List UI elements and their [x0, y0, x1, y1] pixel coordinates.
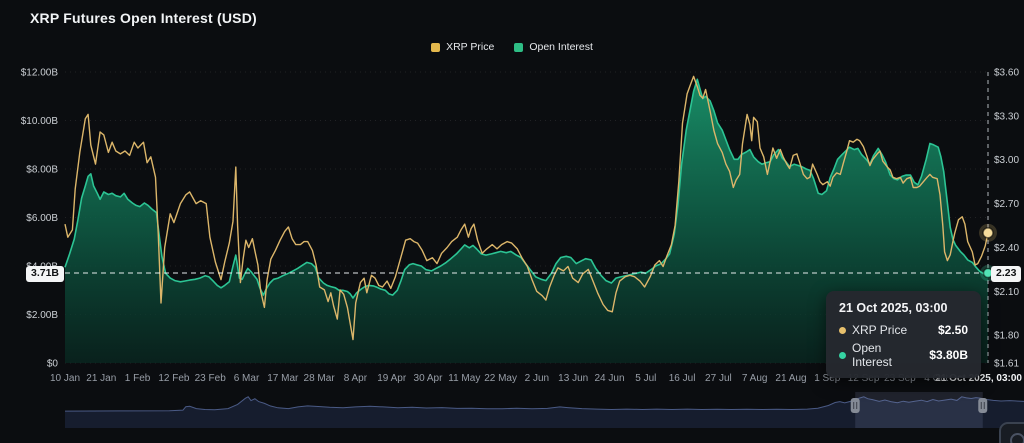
x-axis-label: 17 Mar: [267, 373, 299, 384]
legend-item-xrp-price[interactable]: XRP Price: [431, 41, 494, 53]
navigator-handle-grip[interactable]: [978, 398, 988, 413]
right-axis-label: $2.70: [994, 199, 1019, 210]
x-axis-label: 1 Sep: [814, 373, 841, 384]
right-axis-label: $3.60: [994, 68, 1019, 79]
x-axis-label: 23 Sep: [884, 373, 916, 384]
navigator-line: [64, 396, 1024, 412]
legend-swatch-icon: [514, 42, 524, 52]
x-axis-label: 19 Apr: [377, 373, 407, 384]
x-axis-label: 22 May: [484, 373, 517, 384]
xrp-price-line: [64, 75, 989, 341]
x-axis-label: 8 Apr: [344, 373, 368, 384]
open-interest-dot-icon: [839, 351, 846, 359]
navigator-area: [65, 396, 1024, 428]
x-axis-label: 30 Apr: [414, 373, 444, 384]
navigator-handle-right[interactable]: [978, 398, 988, 413]
x-axis-label: 10 Jan: [50, 373, 80, 384]
x-axis-label: 1 Feb: [125, 373, 151, 384]
left-axis-label: $12.00B: [21, 68, 59, 79]
legend-swatch-icon: [431, 42, 441, 52]
tooltip-row-open-interest: Open Interest $3.80B: [839, 341, 968, 369]
x-axis-label: 27 Jul: [705, 373, 732, 384]
left-axis-label: $6.00B: [26, 213, 58, 224]
left-axis-label: $0: [47, 359, 59, 370]
open-interest-area: [65, 79, 988, 364]
x-axis-label: 12 Feb: [158, 373, 190, 384]
right-axis-label: $1.80: [994, 331, 1019, 342]
open-interest-value-badge: 3.71B: [26, 266, 65, 282]
navigator-handle-left[interactable]: [850, 398, 860, 413]
x-axis-label: 23 Feb: [195, 373, 227, 384]
price-axis-value-badge: 2.23: [991, 266, 1022, 282]
price-marker-dot: [982, 227, 994, 239]
right-axis-label: $1.61: [994, 359, 1019, 370]
open-interest-line: [64, 78, 989, 299]
right-axis-label: $2.10: [994, 287, 1019, 298]
right-axis-label: $3.00: [994, 155, 1019, 166]
x-axis-label: 28 Mar: [304, 373, 336, 384]
x-axis-label: 16 Jul: [669, 373, 696, 384]
tooltip-date: 21 Oct 2025, 03:00: [839, 301, 948, 315]
legend-item-open-interest[interactable]: Open Interest: [514, 41, 593, 53]
price-dot-icon: [839, 326, 846, 334]
navigator-handle-grip[interactable]: [850, 398, 860, 413]
x-axis-label: 12 Sep: [848, 373, 880, 384]
x-axis-label: 6 Mar: [234, 373, 260, 384]
x-axis-label: 2 Jun: [525, 373, 549, 384]
legend-label: Open Interest: [529, 41, 593, 53]
x-axis-label: 13 Jun: [558, 373, 588, 384]
page-title: XRP Futures Open Interest (USD): [30, 10, 257, 26]
chart-legend: XRP Price Open Interest: [0, 41, 1024, 53]
right-axis-label: $3.30: [994, 111, 1019, 122]
right-axis-label: $2.40: [994, 243, 1019, 254]
x-axis-label: 24 Jun: [594, 373, 624, 384]
left-axis-label: $8.00B: [26, 165, 58, 176]
chart-tooltip: 21 Oct 2025, 03:00 XRP Price $2.50 Open …: [826, 291, 981, 378]
corner-widget-glyph: [1009, 432, 1024, 443]
left-axis-label: $2.00B: [26, 310, 58, 321]
legend-label: XRP Price: [446, 41, 495, 53]
left-axis-label: $10.00B: [21, 116, 59, 127]
x-axis-label: 7 Aug: [742, 373, 768, 384]
corner-widget-icon[interactable]: [999, 422, 1024, 443]
x-axis-label: 11 May: [448, 373, 480, 384]
x-axis-label: 21 Jan: [86, 373, 116, 384]
tooltip-row-price: XRP Price $2.50: [839, 323, 968, 337]
navigator-window[interactable]: [855, 392, 983, 428]
x-axis-label: 5 Jul: [635, 373, 656, 384]
x-axis-label: 21 Aug: [775, 373, 806, 384]
x-axis-label: 4 Oct: [924, 373, 948, 384]
crosshair-x-label: 21 Oct 2025, 03:00: [935, 373, 1022, 384]
